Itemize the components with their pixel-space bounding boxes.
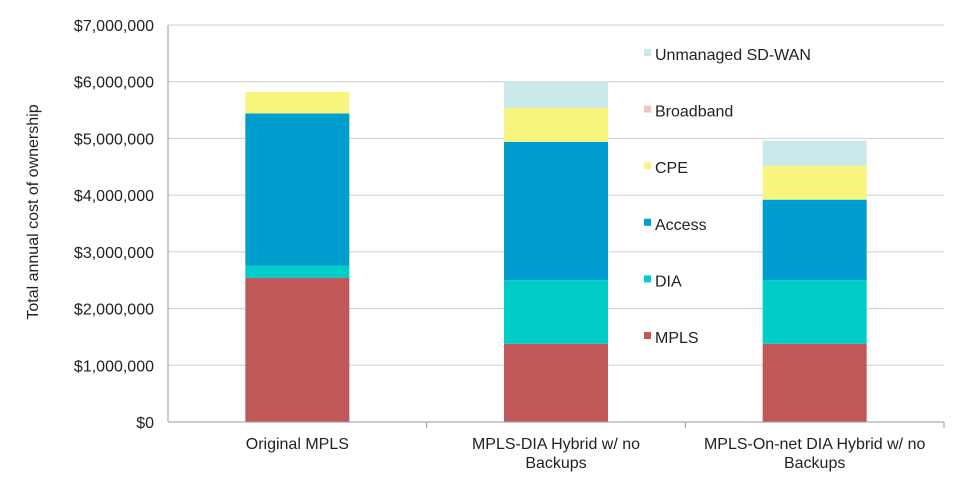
- bar-dia-1: [504, 280, 608, 344]
- bar-mpls-0: [245, 277, 350, 422]
- x-category-label: Backups: [525, 455, 586, 472]
- bar-cpe-1: [504, 107, 608, 142]
- bar-mpls-1: [504, 343, 608, 422]
- bar-mpls-2: [762, 343, 867, 422]
- bar-unmanaged-sd-wan-2: [762, 140, 867, 166]
- y-tick-label: $4,000,000: [74, 188, 154, 205]
- x-category-label: Backups: [784, 455, 845, 472]
- y-tick-label: $0: [136, 415, 154, 432]
- y-tick-label: $1,000,000: [74, 358, 154, 375]
- legend-swatch-cpe: [644, 162, 651, 170]
- bar-dia-2: [762, 280, 867, 344]
- legend-label-access: Access: [655, 217, 707, 234]
- legend-swatch-mpls: [644, 332, 651, 339]
- legend-label-mpls: MPLS: [655, 330, 699, 347]
- bar-access-1: [504, 141, 608, 281]
- y-tick-label: $2,000,000: [74, 302, 154, 319]
- legend-label-broadband: Broadband: [655, 104, 733, 121]
- legend-swatch-broadband: [644, 105, 651, 113]
- bar-access-0: [245, 113, 350, 266]
- y-tick-label: $5,000,000: [74, 131, 154, 148]
- bar-cpe-2: [762, 165, 867, 200]
- x-category-labels: Original MPLS MPLS-DIA Hybrid w/ no Backup…: [246, 436, 926, 472]
- legend: Unmanaged SD-WAN Broadband CPE Access DIA MPL…: [644, 47, 811, 347]
- bars: [245, 81, 867, 422]
- y-axis-title: Total annual cost of ownership: [25, 104, 42, 319]
- y-tick-labels: $0 $1,000,000 $2,000,000 $3,000,000 $4,000,0…: [74, 18, 154, 432]
- bar-dia-0: [245, 265, 350, 278]
- y-tick-label: $6,000,000: [74, 75, 154, 92]
- y-tick-label: $3,000,000: [74, 245, 154, 262]
- legend-label-unmanaged-sd-wan: Unmanaged SD-WAN: [655, 47, 811, 64]
- legend-swatch-access: [644, 218, 651, 226]
- legend-swatch-dia: [644, 275, 651, 283]
- x-category-label: MPLS-DIA Hybrid w/ no: [472, 436, 640, 453]
- bar-cpe-0: [245, 91, 350, 114]
- y-tick-label: $7,000,000: [74, 18, 154, 35]
- bar-unmanaged-sd-wan-1: [504, 81, 608, 108]
- x-category-label: MPLS-On-net DIA Hybrid w/ no: [704, 436, 926, 453]
- bar-access-2: [762, 199, 867, 281]
- axes: [167, 25, 945, 428]
- legend-swatch-unmanaged-sd-wan: [644, 49, 651, 56]
- legend-label-dia: DIA: [655, 273, 682, 290]
- x-category-label: Original MPLS: [246, 436, 349, 453]
- legend-label-cpe: CPE: [655, 160, 688, 177]
